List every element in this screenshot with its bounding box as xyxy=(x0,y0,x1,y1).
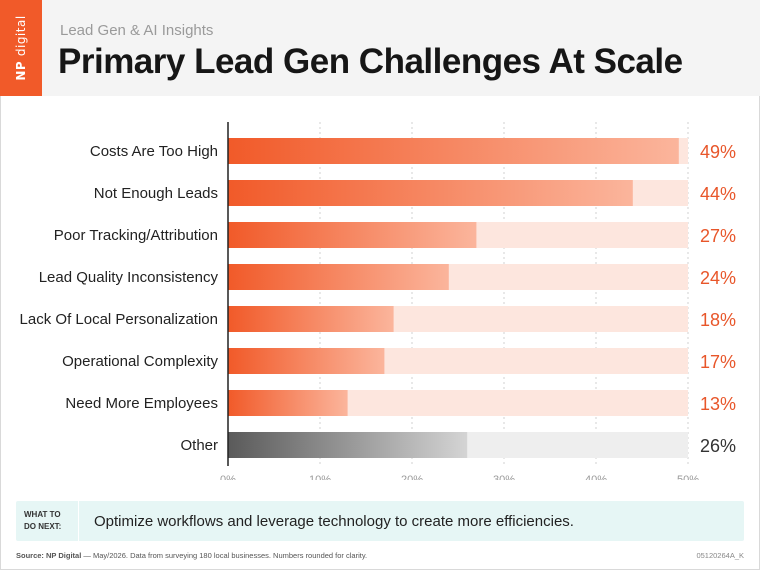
x-tick-label: 30% xyxy=(493,474,515,480)
np-digital-logo: NP digital xyxy=(0,0,42,96)
category-label: Poor Tracking/Attribution xyxy=(54,227,218,244)
document-code: 05120264A_K xyxy=(696,551,744,560)
bars: Costs Are Too High 49% Not Enough Leads 44%… xyxy=(20,122,736,466)
header: NP digital Lead Gen & AI Insights Primar… xyxy=(0,0,760,96)
x-tick-label: 0% xyxy=(220,474,236,480)
value-label: 26% xyxy=(700,436,736,456)
value-label: 24% xyxy=(700,268,736,288)
what-to-do-next-text: Optimize workflows and leverage technolo… xyxy=(94,513,574,530)
category-label: Other xyxy=(180,437,218,454)
bar xyxy=(228,348,385,374)
value-label: 44% xyxy=(700,184,736,204)
logo-digital: digital xyxy=(14,15,28,57)
value-label: 49% xyxy=(700,142,736,162)
what-to-do-next-box: WHAT TO DO NEXT: Optimize workflows and … xyxy=(16,501,744,541)
logo-text: NP digital xyxy=(14,15,28,80)
category-label: Lead Quality Inconsistency xyxy=(39,269,219,286)
bar xyxy=(228,138,679,164)
divider xyxy=(78,501,79,541)
value-label: 13% xyxy=(700,394,736,414)
page-title: Primary Lead Gen Challenges At Scale xyxy=(58,42,683,81)
x-tick-label: 10% xyxy=(309,474,331,480)
source-note: Source: NP Digital — May/2026. Data from… xyxy=(16,551,367,560)
value-label: 18% xyxy=(700,310,736,330)
category-label: Costs Are Too High xyxy=(90,143,218,160)
what-to-do-next-tag: WHAT TO DO NEXT: xyxy=(24,510,62,531)
x-tick-label: 50% xyxy=(677,474,699,480)
bar-chart: Costs Are Too High 49% Not Enough Leads 44%… xyxy=(20,122,736,480)
bar xyxy=(228,180,633,206)
bar xyxy=(228,306,394,332)
x-axis-ticks: 0% 10% 20% 30% 40% 50% xyxy=(220,474,699,480)
bar xyxy=(228,264,449,290)
category-label: Need More Employees xyxy=(65,395,218,412)
category-label: Lack Of Local Personalization xyxy=(20,311,218,328)
source-label: Source: NP Digital xyxy=(16,551,82,560)
bar xyxy=(228,432,468,458)
bar xyxy=(228,390,348,416)
x-tick-label: 20% xyxy=(401,474,423,480)
source-text: — May/2026. Data from surveying 180 loca… xyxy=(81,551,368,560)
logo-np: NP xyxy=(14,60,28,81)
value-label: 27% xyxy=(700,226,736,246)
bar xyxy=(228,222,477,248)
category-label: Operational Complexity xyxy=(62,353,218,370)
x-tick-label: 40% xyxy=(585,474,607,480)
value-label: 17% xyxy=(700,352,736,372)
category-label: Not Enough Leads xyxy=(94,185,218,202)
kicker: Lead Gen & AI Insights xyxy=(60,22,214,39)
